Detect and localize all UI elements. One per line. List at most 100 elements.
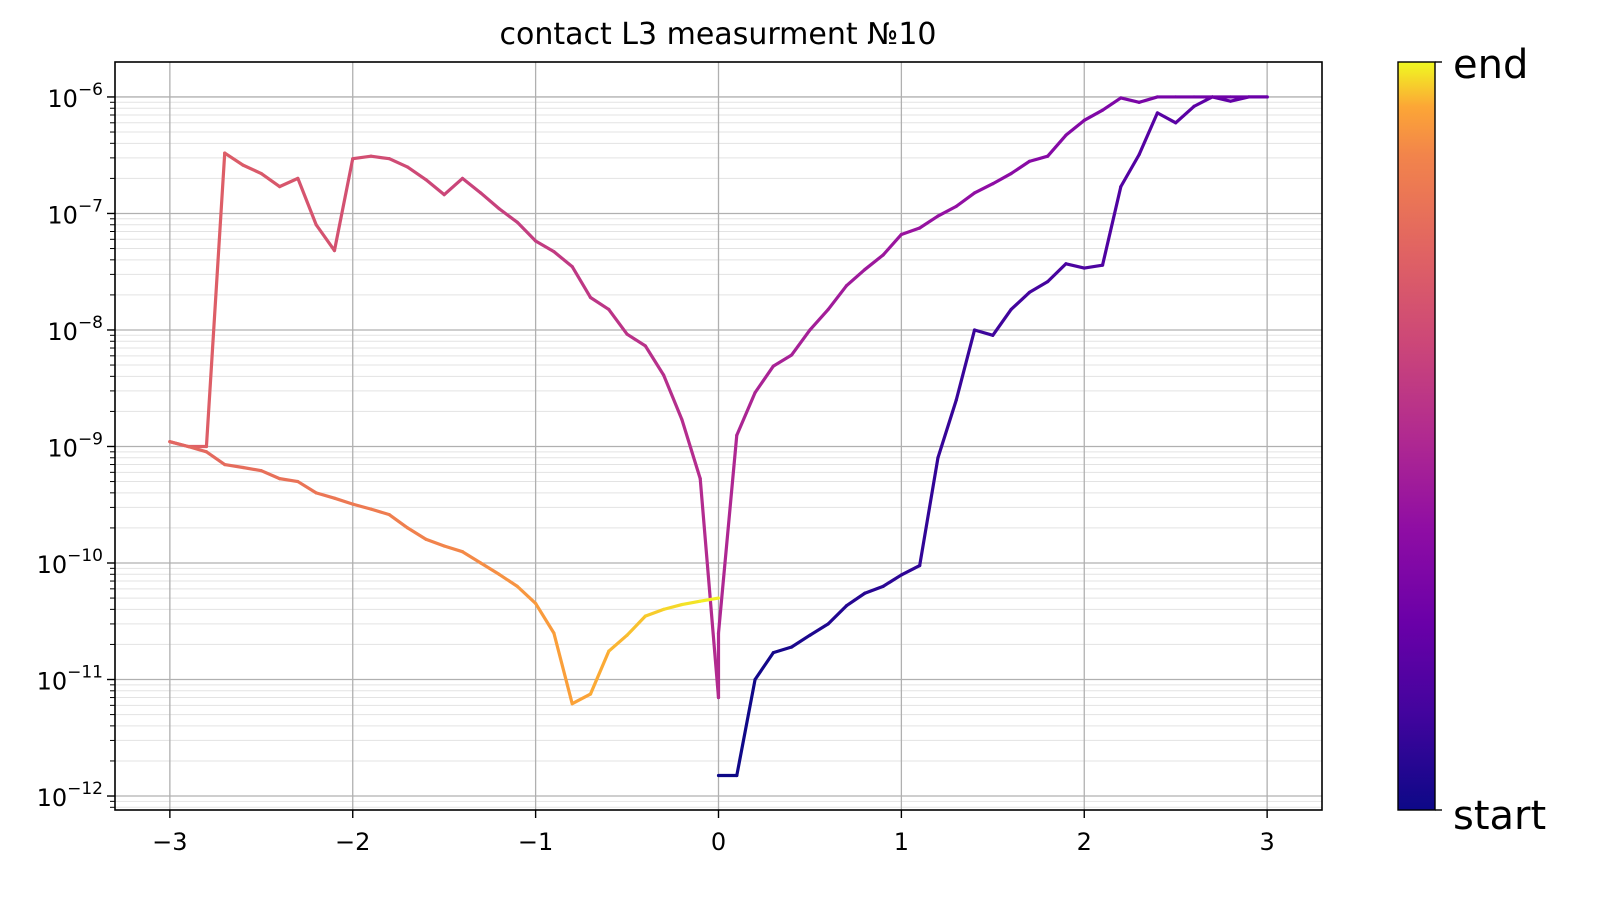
x-tick-label: 0 [711,828,726,856]
line-segment [552,250,574,269]
colorbar-label-end: end [1453,42,1528,88]
line-segment [680,599,702,607]
colorbar-label-start: start [1453,793,1546,839]
line-segment [1119,96,1141,104]
line-segment [332,496,355,506]
line-segment [1119,153,1141,189]
x-tick-label: 2 [1077,828,1092,856]
line-segment [570,692,593,706]
line-segment [515,584,538,606]
major-gridlines [115,62,1322,810]
y-tick-label: 10−9 [47,429,103,462]
x-axis-ticks: −3 −2 −1 0 1 2 3 [152,810,1275,856]
line-segment [899,226,922,237]
chart-title: contact L3 measurment №10 [499,17,936,52]
line-segment [863,584,885,595]
line-segment [259,469,282,481]
line-segment [771,353,794,368]
line-segment [277,477,300,484]
line-segment [406,526,428,541]
y-tick-label: 10−8 [47,313,103,346]
line-segment [1027,154,1050,163]
line-segment [1009,290,1031,312]
line-segment [186,444,209,454]
x-tick-label: −1 [518,828,553,856]
line-segment [1009,159,1031,176]
line-segment [296,176,318,227]
line-segment [826,284,849,312]
line-segment [442,544,465,554]
line-segment [972,182,995,195]
line-segment [241,163,263,176]
line-segment [771,645,794,655]
line-segment [936,398,958,460]
y-axis-ticks: 10−6 10−7 10−8 10−9 10−10 10−11 10−12 [37,80,115,812]
line-segment [1027,280,1050,295]
line-segment [844,591,867,608]
line-segment [863,253,885,272]
line-segment [1046,262,1068,284]
line-segment [643,607,666,618]
line-segment [351,154,373,161]
line-segment [1155,111,1178,125]
line-segment [753,364,775,395]
line-segment [881,573,903,588]
line-segment [790,328,812,357]
line-segment [716,433,739,635]
line-segment [479,561,501,576]
y-tick-label: 10−10 [37,546,103,579]
line-segment [552,631,574,706]
line-segment [241,465,263,473]
line-segment [387,157,410,169]
line-segment [607,633,629,653]
line-segment [753,651,775,682]
line-segment [662,373,684,422]
line-segment [918,456,940,568]
line-segment [1174,104,1196,125]
line-segment [643,344,666,377]
line-segment [680,418,702,481]
line-segment [881,232,903,257]
line-segment [424,178,446,197]
line-segment [588,295,611,312]
y-tick-label: 10−12 [37,779,103,812]
line-segment [662,602,684,611]
line-segment [808,622,830,637]
line-segment [515,220,538,243]
line-segment [918,214,940,230]
line-segment [991,171,1013,186]
line-segment [735,677,757,778]
line-segment [204,450,227,467]
line-segment [1046,133,1068,158]
x-tick-label: 1 [894,828,909,856]
line-segment [588,649,611,696]
line-segment [406,165,428,182]
line-segment [424,537,446,548]
line-segment [369,507,391,517]
line-segment [314,491,337,500]
line-segment [625,332,647,348]
line-segment [808,307,830,332]
chart-lines [168,95,1269,778]
colorbar [1397,61,1436,811]
line-segment [479,191,501,211]
y-tick-label: 10−7 [47,196,103,229]
line-segment [296,479,318,495]
line-segment [607,307,629,336]
line-segment [1064,262,1086,270]
line-segment [844,267,867,288]
line-segment [497,572,519,588]
line-segment [972,328,995,337]
line-segment [1100,185,1123,267]
line-segment [497,207,519,224]
line-segment [314,223,337,253]
x-tick-label: 3 [1259,828,1274,856]
line-segment [1100,96,1123,112]
line-segment [534,601,556,635]
line-segment [223,462,245,470]
line-segment [223,151,245,167]
line-segment [1137,95,1160,104]
line-segment [899,563,922,577]
line-segment [1137,111,1160,157]
